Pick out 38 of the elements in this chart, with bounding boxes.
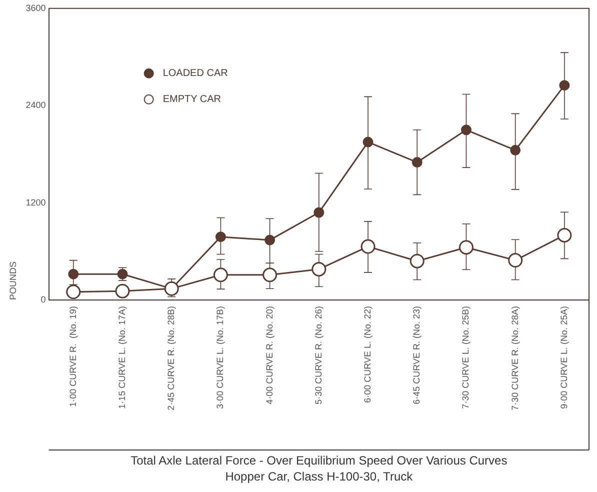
point <box>264 234 276 246</box>
point <box>412 157 422 168</box>
point <box>360 239 376 254</box>
point <box>262 268 278 282</box>
x-tick-label: 9·00 CURVE L. (No. 25A) <box>558 306 569 409</box>
x-tick-label: 1·00 CURVE R. (No. 19) <box>68 306 78 407</box>
point <box>510 144 521 156</box>
x-tick-label: 4·00 CURVE R. (No. 20) <box>264 306 274 404</box>
point <box>213 268 228 282</box>
x-tick-label: 2·45 CURVE R. (No. 28B) <box>166 306 176 410</box>
x-tick-label: 7·30 CURVE R. (No. 28A) <box>510 306 520 410</box>
point <box>68 268 79 280</box>
y-tick-label: 1200 <box>26 197 46 208</box>
x-tick-label: 6·00 CURVE L. (No. 22) <box>362 306 372 403</box>
point <box>508 253 523 268</box>
point <box>559 80 570 91</box>
y-tick-label: 2400 <box>26 100 46 110</box>
point <box>362 136 374 148</box>
y-tick-label: 3600 <box>26 2 46 13</box>
point <box>460 124 472 136</box>
x-tick-label: 6·45 CURVE R. (No. 23) <box>412 306 422 404</box>
point <box>314 207 324 218</box>
legend-label: EMPTY CAR <box>162 94 221 106</box>
x-tick-label: 3·00 CURVE L. (No. 17B) <box>215 306 226 409</box>
point <box>557 228 572 242</box>
point <box>215 232 226 242</box>
y-tick-label: 0 <box>40 294 46 304</box>
point <box>458 240 474 255</box>
text: Total Axle Lateral Force - Over Equilibrium Speed Over Various Curves <box>130 453 508 468</box>
x-tick-label: 5·30 CURVE R. (No. 26) <box>313 306 324 404</box>
text: Hopper Car, Class H-100-30, Truck <box>225 469 414 484</box>
point <box>312 262 326 276</box>
y-axis-title: POUNDS <box>8 261 18 300</box>
point <box>410 254 424 268</box>
x-tick-label: 1·15 CURVE L. (No. 17A) <box>116 306 127 409</box>
legend-label: LOADED CAR <box>162 68 228 80</box>
point <box>115 284 130 298</box>
x-tick-label: 7·30 CURVE L. (No. 25B) <box>460 306 471 409</box>
